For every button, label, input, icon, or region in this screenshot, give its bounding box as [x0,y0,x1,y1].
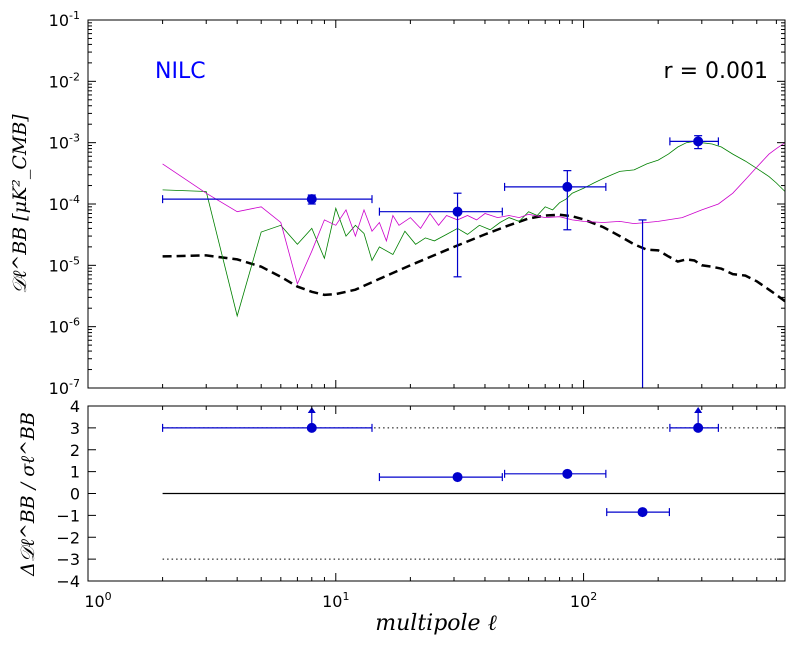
bottom-ylabel: Δ𝒟ℓ^BB / σℓ^BB [17,412,39,577]
bottom-xlabel: multipole ℓ [375,611,497,636]
top-points-layer [161,135,719,388]
top-ylabel: 𝒟ℓ^BB [μK²_CMB] [9,114,31,294]
bottom-ytick-label-4: 0 [70,485,80,504]
bottom-points-layer [161,407,719,518]
bottom-point-2 [562,468,573,479]
bottom-ytick-label-0: −4 [56,572,80,591]
bottom-point-4 [693,422,704,433]
bottom-arrow-head-4 [694,407,703,413]
top-point-4 [693,136,704,147]
top-point-0 [306,194,317,205]
annotation-nilc: NILC [155,59,206,84]
bottom-ytick-label-2: −2 [56,528,80,547]
bottom-point-3 [637,507,648,518]
series-line-2 [162,142,785,285]
top-point-2 [562,181,573,192]
bottom-ytick-label-6: 2 [70,441,80,460]
top-point-1 [452,206,463,217]
series-line-0 [162,213,785,303]
bottom-ytick-label-3: −1 [56,506,80,525]
annotation-r-value: r = 0.001 [664,59,768,84]
bottom-ytick-label-8: 4 [70,397,80,416]
bottom-point-1 [452,472,463,483]
top-panel: 10-710-610-510-410-310-210-1 NILC r = 0.… [9,9,786,398]
bottom-ytick-label-7: 3 [70,419,80,438]
bottom-ytick-label-5: 1 [70,463,80,482]
bottom-ytick-label-1: −3 [56,550,80,569]
bottom-point-0 [306,422,317,433]
top-ticks: 10-710-610-510-410-310-210-1 [49,9,785,398]
